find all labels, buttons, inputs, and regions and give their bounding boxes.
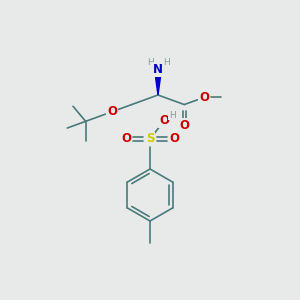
Polygon shape [154,70,161,95]
Text: O: O [107,105,117,118]
Text: H: H [169,110,176,119]
Text: O: O [159,115,169,128]
Text: N: N [153,63,163,76]
Text: H: H [147,58,153,67]
Text: H: H [163,58,170,67]
Text: O: O [179,119,189,132]
Text: S: S [146,133,154,146]
Text: O: O [199,91,209,104]
Text: O: O [121,133,131,146]
Text: O: O [169,133,179,146]
